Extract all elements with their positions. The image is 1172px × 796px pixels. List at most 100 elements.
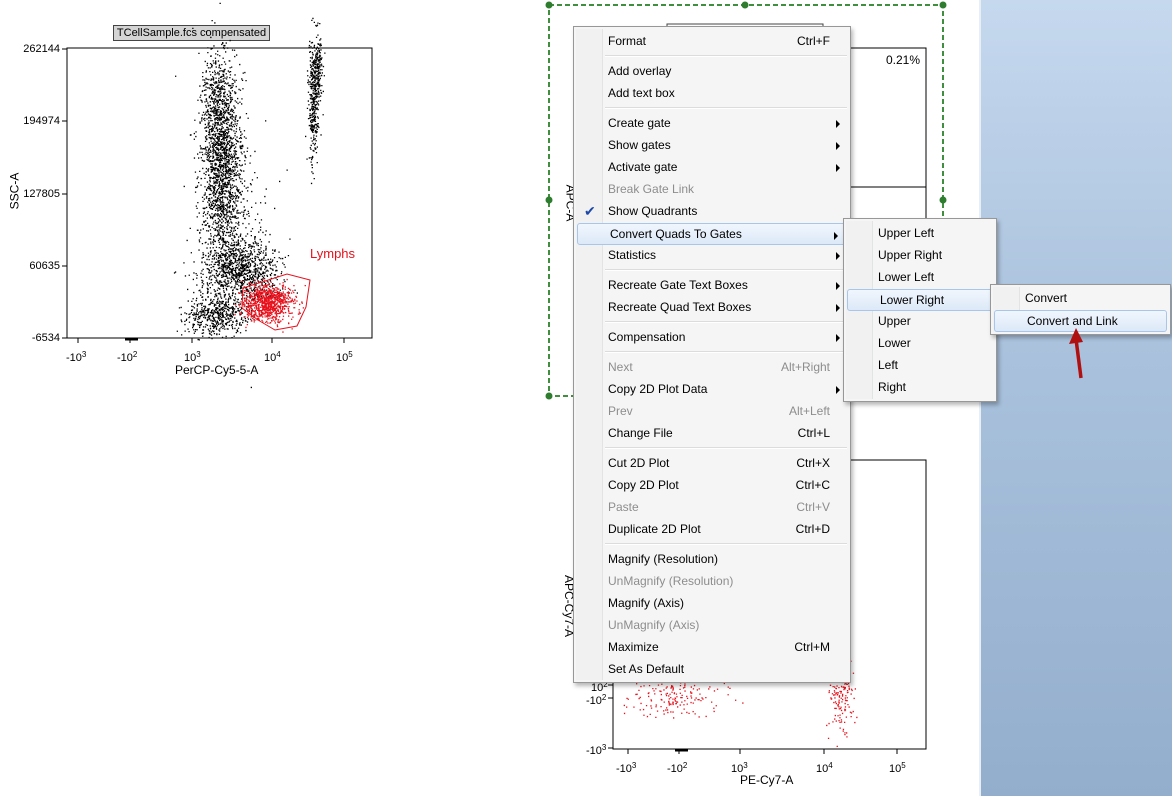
y-tick-label: 60635 [29, 260, 60, 272]
menu-separator [605, 107, 847, 109]
menu-item-shortcut: Alt+Left [788, 404, 830, 418]
menu-separator [605, 351, 847, 353]
menu-item-upper-left[interactable]: Upper Left [846, 222, 994, 244]
menu-item-right[interactable]: Right [846, 376, 994, 398]
gate-label-lymphs[interactable]: Lymphs [310, 246, 356, 261]
menu-item-lower[interactable]: Lower [846, 332, 994, 354]
dot-plot-ssc-percp[interactable]: TCellSample.fcs compensated 262144 19497… [0, 0, 400, 400]
menu-item-label: Recreate Quad Text Boxes [608, 300, 752, 314]
menu-item-upper[interactable]: Upper [846, 310, 994, 332]
menu-item-maximize[interactable]: Maximize Ctrl+M [576, 636, 848, 658]
menu-item-shortcut: Alt+Right [780, 360, 830, 374]
menu-item-prev: Prev Alt+Left [576, 400, 848, 422]
x-tick-label: 105 [336, 350, 353, 364]
selection-handle [939, 1, 947, 9]
menu-item-label: Set As Default [608, 662, 685, 676]
menu-item-magnify-axis[interactable]: Magnify (Axis) [576, 592, 848, 614]
submenu-arrow-icon [836, 282, 840, 290]
convert-quads-submenu[interactable]: Upper Left Upper Right Lower Left Lower Rig… [843, 218, 997, 402]
menu-item-show-gates[interactable]: Show gates [576, 134, 848, 156]
lower-right-submenu[interactable]: Convert Convert and Link [990, 284, 1171, 335]
checkmark-icon: ✔ [584, 203, 596, 219]
y-tick-label: -102 [586, 693, 607, 707]
selection-handle [545, 196, 553, 204]
quadrant-percent: 0.21% [886, 53, 921, 67]
plot3-events [622, 632, 858, 747]
menu-item-magnify-resolution[interactable]: Magnify (Resolution) [576, 548, 848, 570]
menu-item-label: Lower Left [878, 270, 935, 284]
menu-item-add-text-box[interactable]: Add text box [576, 82, 848, 104]
y-axis-title[interactable]: SSC-A [7, 172, 22, 210]
x-axis-title[interactable]: PerCP-Cy5-5-A [175, 363, 259, 377]
menu-item-convert[interactable]: Convert [993, 287, 1168, 309]
submenu-arrow-icon [834, 232, 838, 240]
menu-item-unmagnify-resolution: UnMagnify (Resolution) [576, 570, 848, 592]
menu-item-label: Upper Right [878, 248, 943, 262]
menu-item-show-quadrants[interactable]: ✔ Show Quadrants [576, 200, 848, 222]
menu-item-copy-2d-plot[interactable]: Copy 2D Plot Ctrl+C [576, 474, 848, 496]
menu-item-copy-2d-plot-data[interactable]: Copy 2D Plot Data [576, 378, 848, 400]
x-axis-title[interactable]: PE-Cy7-A [740, 773, 794, 787]
event-cloud [175, 2, 267, 336]
menu-item-label: Lower Right [880, 293, 945, 307]
submenu-arrow-icon [836, 386, 840, 394]
menu-item-label: Copy 2D Plot [608, 478, 679, 492]
menu-item-label: Convert [1025, 291, 1068, 305]
menu-item-label: Change File [608, 426, 673, 440]
menu-item-label: Create gate [608, 116, 671, 130]
menu-item-cut-2d-plot[interactable]: Cut 2D Plot Ctrl+X [576, 452, 848, 474]
x-tick-label: 103 [184, 350, 201, 364]
menu-item-label: Show gates [608, 138, 671, 152]
event-cloud [312, 22, 326, 116]
event-cloud [173, 120, 298, 389]
x-tick-label: 104 [816, 761, 833, 775]
submenu-arrow-icon [836, 252, 840, 260]
submenu-arrow-icon [836, 304, 840, 312]
menu-item-compensation[interactable]: Compensation [576, 326, 848, 348]
x-tick-label: -103 [66, 350, 87, 364]
x-tick-label: 103 [731, 761, 748, 775]
x-tick-label: 104 [264, 350, 281, 364]
menu-item-label: Recreate Gate Text Boxes [608, 278, 748, 292]
menu-item-shortcut: Ctrl+C [795, 478, 830, 492]
menu-item-set-as-default[interactable]: Set As Default [576, 658, 848, 680]
menu-item-recreate-quad-text-boxes[interactable]: Recreate Quad Text Boxes [576, 296, 848, 318]
menu-item-unmagnify-axis: UnMagnify (Axis) [576, 614, 848, 636]
menu-item-convert-and-link[interactable]: Convert and Link [994, 310, 1167, 332]
menu-item-lower-left[interactable]: Lower Left [846, 266, 994, 288]
menu-item-label: UnMagnify (Axis) [608, 618, 700, 632]
menu-separator [605, 321, 847, 323]
y-tick-label: 194974 [23, 115, 60, 127]
selection-handle [545, 1, 553, 9]
menu-item-format[interactable]: Format Ctrl+F [576, 30, 848, 52]
menu-item-label: Magnify (Axis) [608, 596, 685, 610]
menu-item-label: Lower [878, 336, 911, 350]
plot-title-tag[interactable]: TCellSample.fcs compensated [113, 25, 270, 41]
menu-item-activate-gate[interactable]: Activate gate [576, 156, 848, 178]
menu-item-break-gate-link: Break Gate Link [576, 178, 848, 200]
y-tick-label: 102 [591, 680, 608, 694]
menu-item-label: Left [878, 358, 899, 372]
y-tick-label: 262144 [23, 43, 60, 55]
menu-item-convert-quads-to-gates[interactable]: Convert Quads To Gates [577, 223, 847, 245]
menu-item-duplicate-2d-plot[interactable]: Duplicate 2D Plot Ctrl+D [576, 518, 848, 540]
menu-item-label: Duplicate 2D Plot [608, 522, 701, 536]
menu-item-label: Convert Quads To Gates [610, 227, 742, 241]
menu-item-label: Add overlay [608, 64, 672, 78]
menu-item-left[interactable]: Left [846, 354, 994, 376]
event-cloud [176, 276, 271, 341]
lymph-events [234, 278, 306, 333]
menu-item-change-file[interactable]: Change File Ctrl+L [576, 422, 848, 444]
menu-item-add-overlay[interactable]: Add overlay [576, 60, 848, 82]
menu-item-recreate-gate-text-boxes[interactable]: Recreate Gate Text Boxes [576, 274, 848, 296]
menu-item-statistics[interactable]: Statistics [576, 244, 848, 266]
menu-item-upper-right[interactable]: Upper Right [846, 244, 994, 266]
menu-item-label: Prev [608, 404, 633, 418]
menu-item-lower-right[interactable]: Lower Right [847, 289, 993, 311]
menu-item-create-gate[interactable]: Create gate [576, 112, 848, 134]
plot3-ticks [608, 684, 898, 754]
menu-item-shortcut: Ctrl+X [796, 456, 830, 470]
menu-item-label: UnMagnify (Resolution) [608, 574, 734, 588]
plot-context-menu[interactable]: Format Ctrl+F Add overlay Add text box Creat… [573, 26, 851, 683]
menu-separator [605, 447, 847, 449]
